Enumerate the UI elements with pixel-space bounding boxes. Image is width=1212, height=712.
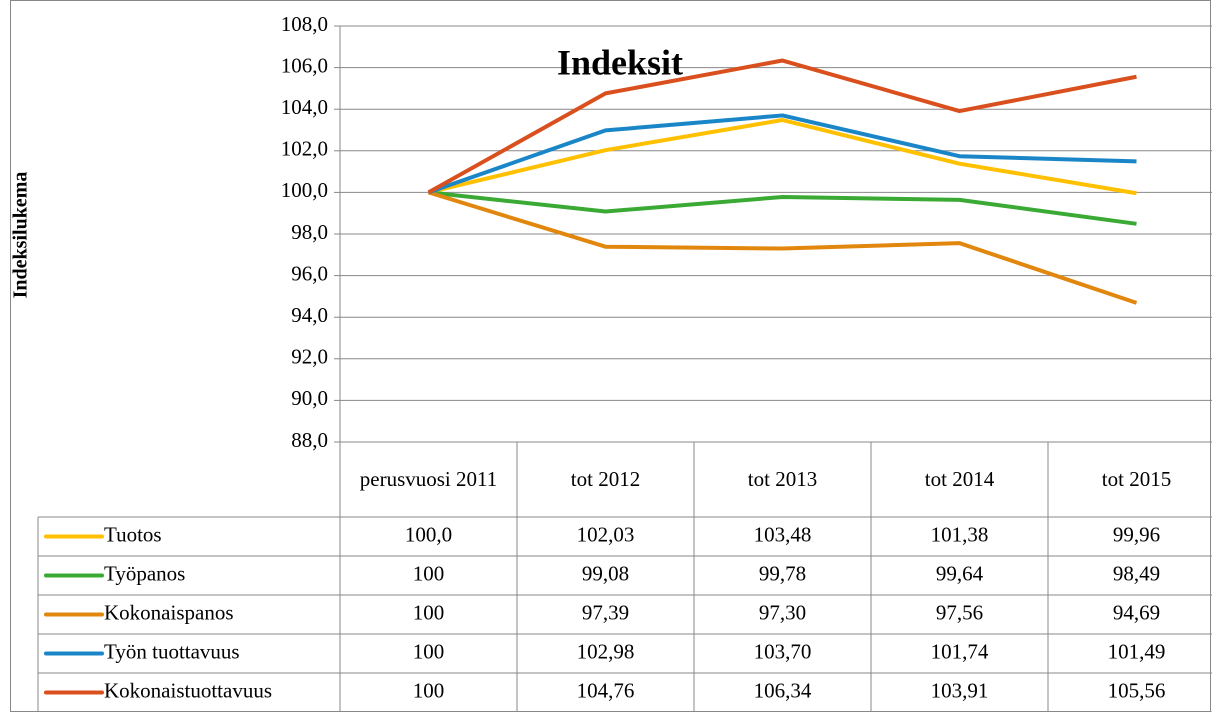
x-tick-label: perusvuosi 2011 — [359, 466, 498, 491]
table-value: 100 — [413, 678, 445, 702]
x-tick-label: tot 2015 — [1101, 466, 1172, 491]
series-line — [427, 190, 1138, 305]
table-value: 99,96 — [1113, 522, 1160, 546]
table-value: 99,64 — [936, 561, 984, 585]
table-value: 102,03 — [577, 522, 635, 546]
table-value: 97,39 — [582, 600, 629, 624]
table-value: 105,56 — [1108, 678, 1166, 702]
x-tick-cell: tot 2015 — [1101, 466, 1172, 491]
legend-label: Kokonaispanos — [104, 600, 234, 624]
table-value: 104,76 — [577, 678, 635, 702]
table-value: 101,49 — [1108, 639, 1166, 663]
y-tick-label: 88,0 — [291, 428, 328, 452]
legend-label: Kokonaistuottavuus — [104, 678, 272, 702]
y-axis-label: Indeksilukema — [10, 172, 32, 299]
table-value: 100,0 — [405, 522, 452, 546]
legend-label: Työpanos — [104, 561, 185, 585]
series-line — [427, 113, 1137, 195]
table-value: 97,30 — [759, 600, 806, 624]
y-tick-label: 96,0 — [291, 261, 328, 285]
table-value: 100 — [413, 561, 445, 585]
y-tick-label: 90,0 — [291, 386, 328, 410]
x-tick-label: tot 2014 — [924, 466, 995, 491]
table-value: 103,91 — [931, 678, 989, 702]
legend-label: Tuotos — [104, 522, 162, 546]
table-value: 100 — [413, 600, 445, 624]
chart-title: Indeksit — [557, 42, 683, 82]
table-value: 103,70 — [754, 639, 812, 663]
table-value: 101,74 — [931, 639, 989, 663]
x-tick-cell: tot 2013 — [747, 466, 818, 491]
table-value: 99,08 — [582, 561, 629, 585]
x-tick-label: tot 2012 — [570, 466, 641, 491]
y-tick-label: 94,0 — [291, 303, 328, 327]
series-line — [428, 190, 1137, 226]
y-tick-label: 106,0 — [281, 53, 328, 77]
table-value: 102,98 — [577, 639, 635, 663]
y-tick-label: 108,0 — [281, 12, 328, 36]
y-tick-label: 102,0 — [281, 137, 328, 161]
y-tick-label: 104,0 — [281, 95, 328, 119]
table-value: 98,49 — [1113, 561, 1160, 585]
y-tick-label: 100,0 — [281, 178, 328, 202]
table-value: 100 — [413, 639, 445, 663]
y-tick-label: 92,0 — [291, 345, 328, 369]
x-tick-cell: tot 2012 — [570, 466, 641, 491]
table-value: 97,56 — [936, 600, 983, 624]
table-value: 103,48 — [754, 522, 812, 546]
y-tick-label: 98,0 — [291, 220, 328, 244]
legend-label: Työn tuottavuus — [104, 639, 240, 663]
table-value: 99,78 — [759, 561, 806, 585]
series-line — [427, 58, 1137, 195]
table-value: 106,34 — [754, 678, 812, 702]
table-value: 94,69 — [1113, 600, 1160, 624]
table-value: 101,38 — [931, 522, 989, 546]
series-line — [428, 118, 1137, 196]
x-tick-cell: tot 2014 — [924, 466, 995, 491]
x-tick-cell: perusvuosi 2011 — [359, 466, 498, 491]
x-tick-label: tot 2013 — [747, 466, 818, 491]
